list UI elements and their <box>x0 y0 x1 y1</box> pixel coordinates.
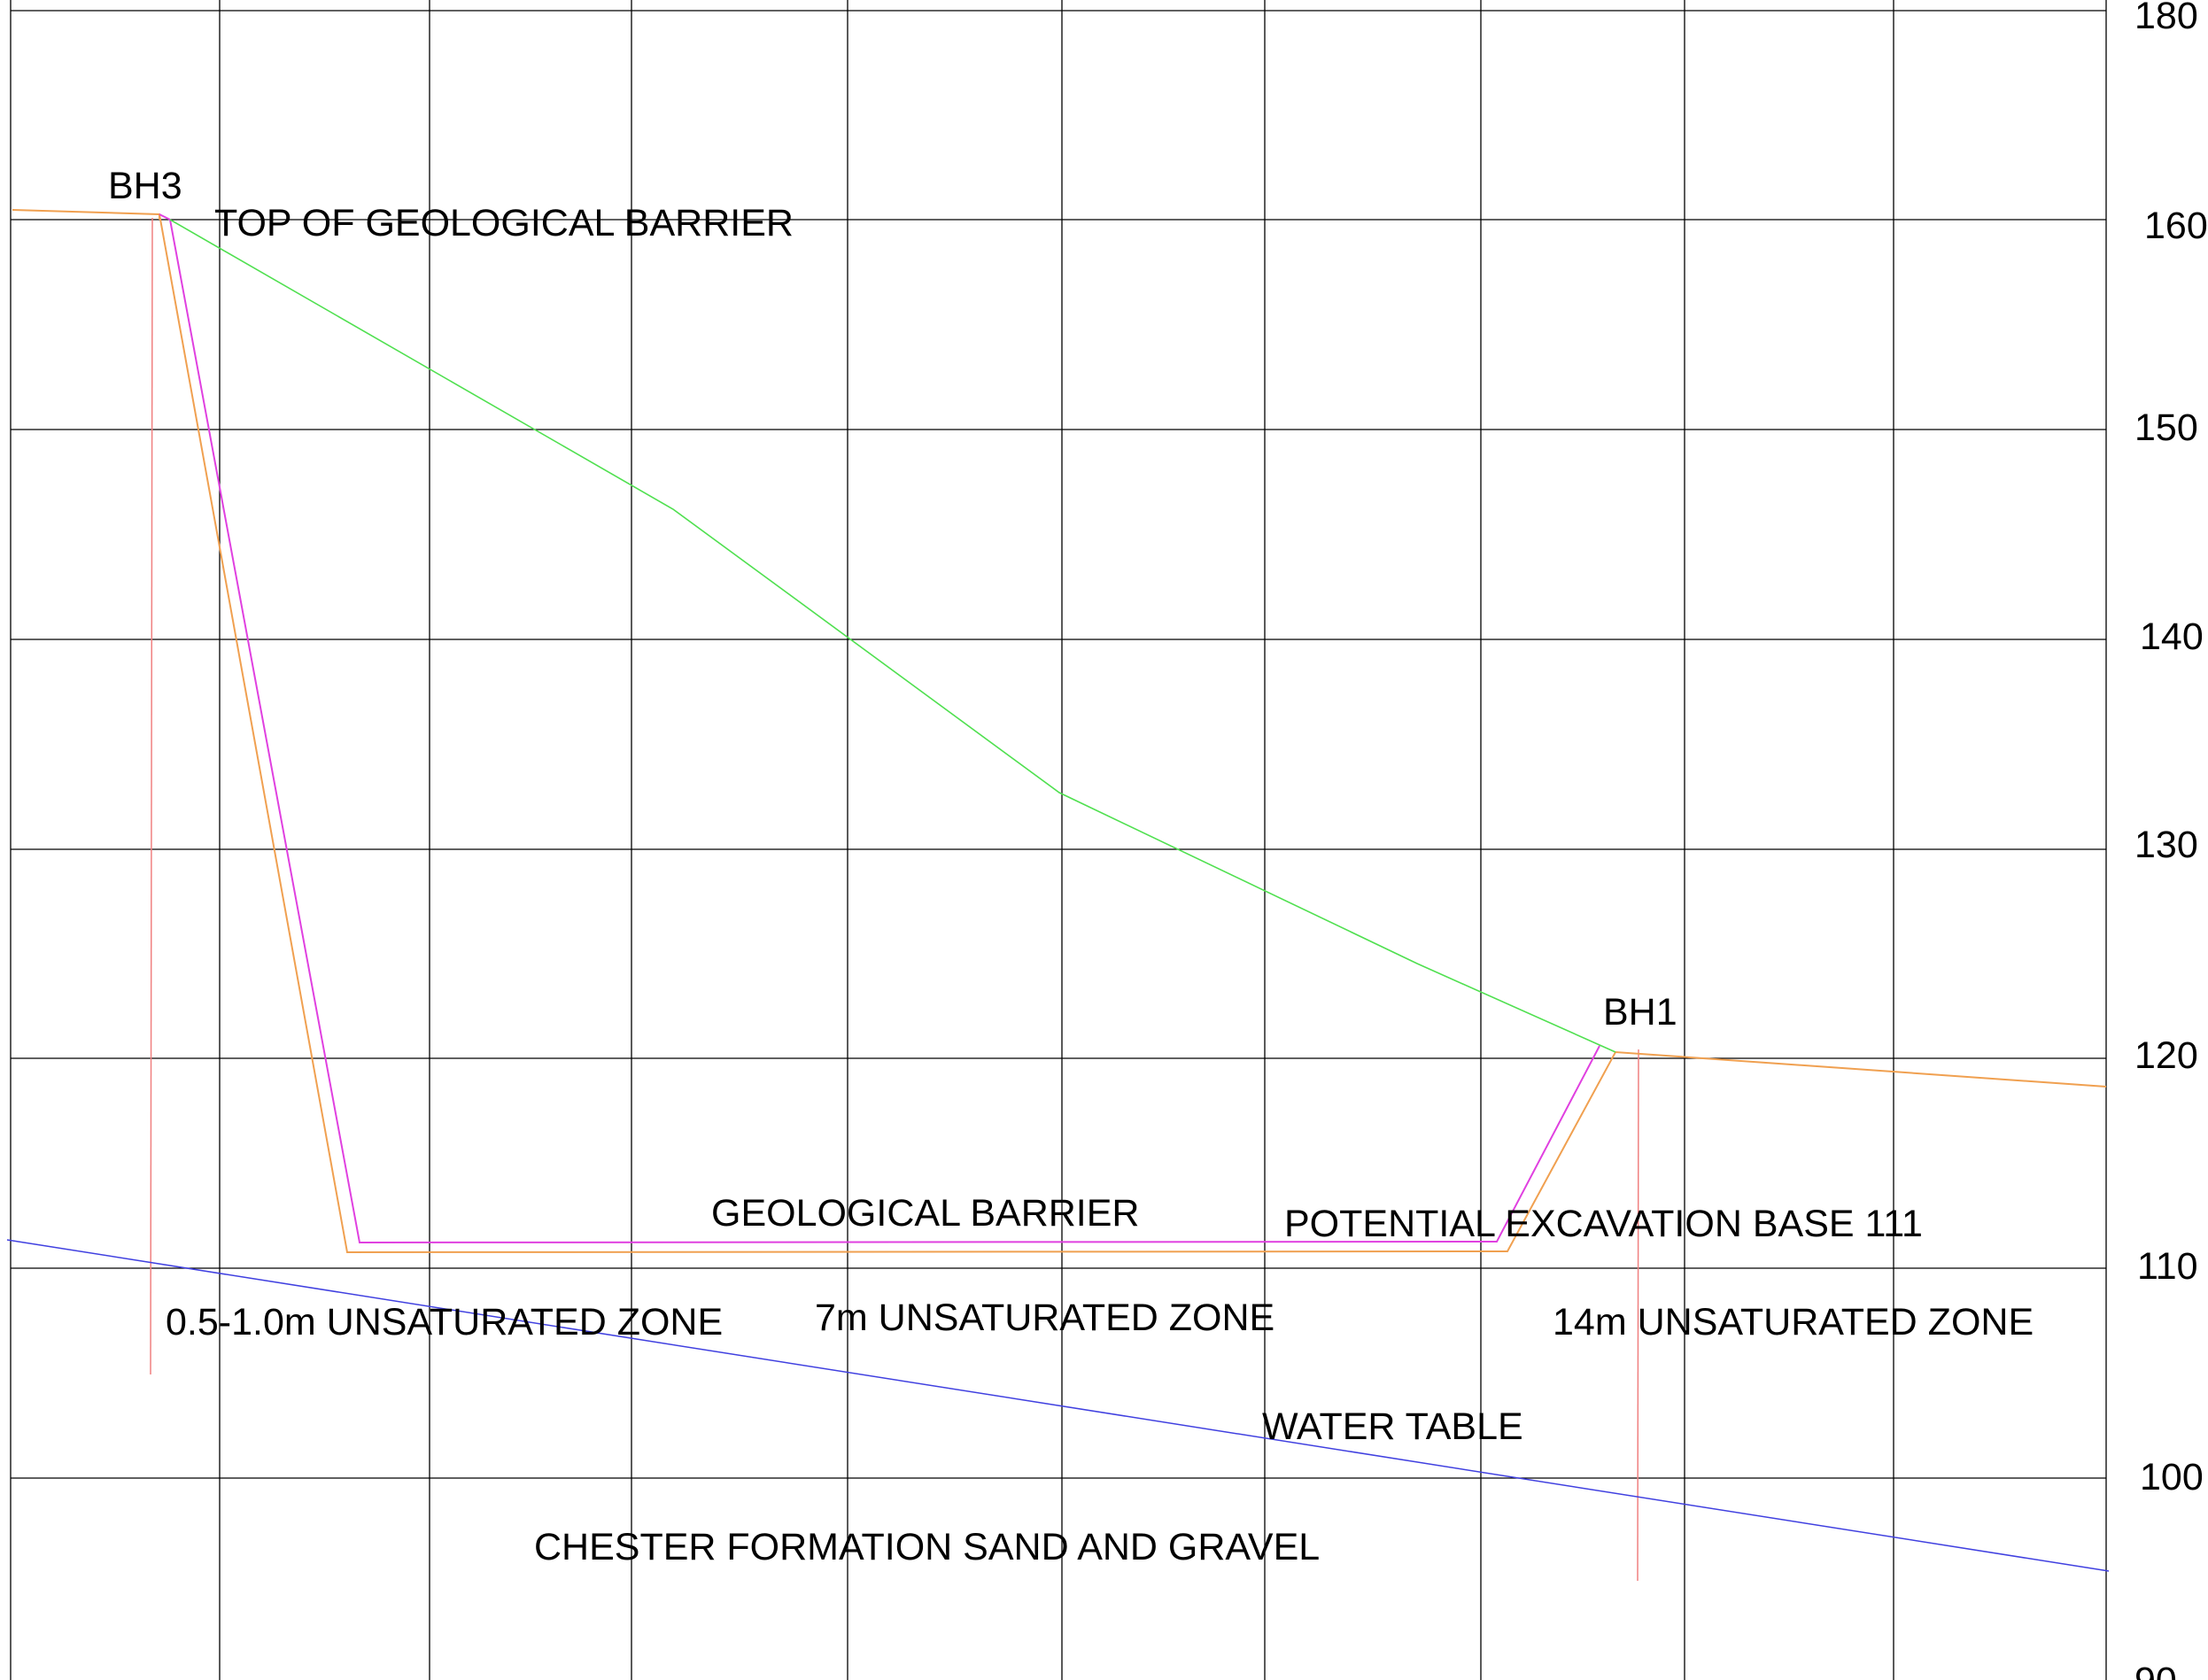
elevation-tick-90: 90 <box>2134 1660 2177 1680</box>
bh1-label: BH1 <box>1603 991 1677 1034</box>
elevation-tick-140: 140 <box>2140 615 2204 658</box>
borehole-bh3-line <box>150 217 153 1375</box>
elevation-tick-120: 120 <box>2134 1034 2198 1077</box>
elevation-tick-150: 150 <box>2134 406 2198 449</box>
elevation-tick-110: 110 <box>2137 1245 2198 1288</box>
chester-formation-label: CHESTER FORMATION SAND AND GRAVEL <box>534 1526 1320 1568</box>
unsaturated-zone-right-label: 14m UNSATURATED ZONE <box>1553 1301 2034 1343</box>
potential-excavation-base-label: POTENTIAL EXCAVATION BASE 111 <box>1284 1203 1923 1245</box>
elevation-tick-130: 130 <box>2134 824 2198 866</box>
water-table-line <box>6 1239 2110 1572</box>
borehole-bh1-line <box>1637 1049 1639 1582</box>
elevation-tick-180: 180 <box>2134 0 2198 37</box>
horizontal-grid-lines <box>11 10 2106 1479</box>
elevation-tick-100: 100 <box>2140 1456 2204 1498</box>
unsaturated-zone-left-label: 0.5-1.0m UNSATURATED ZONE <box>166 1301 723 1343</box>
top-of-geological-barrier-label: TOP OF GEOLOGICAL BARRIER <box>214 202 794 244</box>
ground-surface-line <box>12 209 2107 1254</box>
water-table-label: WATER TABLE <box>1262 1405 1523 1448</box>
geological-barrier-line <box>159 213 1600 1244</box>
bh3-label: BH3 <box>108 165 182 207</box>
top-of-barrier-slope-line <box>169 219 1616 1053</box>
geological-barrier-label: GEOLOGICAL BARRIER <box>711 1192 1139 1235</box>
elevation-tick-160: 160 <box>2144 205 2208 247</box>
unsaturated-zone-mid-label: 7m UNSATURATED ZONE <box>815 1297 1274 1339</box>
vertical-grid-lines <box>10 0 2107 1680</box>
